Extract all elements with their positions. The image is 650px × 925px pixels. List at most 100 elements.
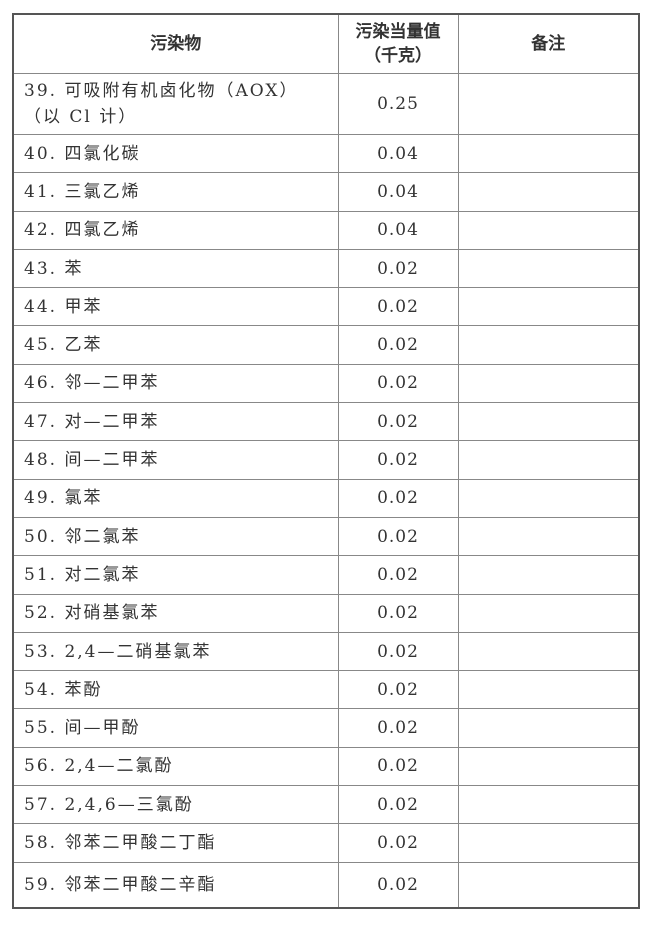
equivalent-value: 0.04 (337, 133, 459, 174)
table-row: 50. 邻二氯苯 0.02 (12, 516, 640, 557)
pollutant-name-text: 45. 乙苯 (24, 335, 103, 356)
remark-cell (457, 440, 640, 480)
pollutant-equivalent-table: 污染物 污染当量值 （千克） 备注 39. 可吸附有机卤化物（AOX） （以 Cl… (12, 13, 640, 910)
pollutant-name: 53. 2,4—二硝基氯苯 (12, 631, 339, 672)
pollutant-name: 56. 2,4—二氯酚 (12, 746, 339, 787)
equivalent-value: 0.02 (337, 516, 459, 557)
equivalent-value: 0.02 (337, 746, 459, 787)
table-row: 45. 乙苯 0.02 (12, 325, 640, 365)
table-row: 46. 邻—二甲苯 0.02 (12, 363, 640, 404)
pollutant-name-text: 50. 邻二氯苯 (24, 526, 141, 547)
table-row: 44. 甲苯 0.02 (12, 287, 640, 327)
pollutant-name: 49. 氯苯 (12, 478, 339, 518)
equivalent-value: 0.02 (337, 287, 459, 327)
pollutant-name-text: 46. 邻—二甲苯 (24, 373, 160, 394)
equivalent-value: 0.02 (337, 402, 459, 442)
pollutant-name: 47. 对—二甲苯 (12, 402, 339, 442)
remark-cell (457, 402, 640, 442)
pollutant-name: 57. 2,4,6—三氯酚 (12, 785, 339, 825)
pollutant-name-text: 41. 三氯乙烯 (24, 181, 141, 202)
remark-cell (457, 325, 640, 365)
table-row: 41. 三氯乙烯 0.04 (12, 172, 640, 212)
table-row: 54. 苯酚 0.02 (12, 670, 640, 710)
table-row: 59. 邻苯二甲酸二辛酯 0.02 (12, 861, 640, 909)
pollutant-name-text: 44. 甲苯 (24, 296, 103, 317)
table-row: 43. 苯 0.02 (12, 248, 640, 289)
pollutant-name: 44. 甲苯 (12, 287, 339, 327)
pollutant-name: 46. 邻—二甲苯 (12, 363, 339, 404)
remark-cell (457, 670, 640, 710)
header-pollutant: 污染物 (12, 13, 339, 74)
pollutant-name-text: 51. 对二氯苯 (24, 564, 141, 585)
table-row: 39. 可吸附有机卤化物（AOX） （以 Cl 计） 0.25 (12, 73, 640, 135)
pollutant-name-text: 39. 可吸附有机卤化物（AOX） (24, 81, 299, 101)
equivalent-value: 0.02 (337, 823, 459, 863)
pollutant-name-text: 42. 四氯乙烯 (24, 220, 141, 241)
pollutant-name-text: 48. 间—二甲苯 (24, 450, 160, 471)
header-equivalent-line1: 污染当量值 (355, 22, 441, 42)
pollutant-name: 48. 间—二甲苯 (12, 440, 339, 480)
remark-cell (457, 73, 640, 135)
pollutant-name-text: 43. 苯 (24, 258, 84, 279)
remark-cell (457, 516, 640, 557)
remark-cell (457, 363, 640, 404)
pollutant-name: 59. 邻苯二甲酸二辛酯 (12, 861, 339, 909)
pollutant-name: 39. 可吸附有机卤化物（AOX） （以 Cl 计） (12, 73, 339, 135)
remark-cell (457, 478, 640, 518)
table-row: 40. 四氯化碳 0.04 (12, 133, 640, 174)
pollutant-name-text: 54. 苯酚 (24, 679, 103, 700)
table-row: 48. 间—二甲苯 0.02 (12, 440, 640, 480)
table-row: 55. 间—甲酚 0.02 (12, 708, 640, 748)
remark-cell (457, 248, 640, 289)
pollutant-name-note: （以 Cl 计） (24, 107, 138, 127)
table-row: 57. 2,4,6—三氯酚 0.02 (12, 785, 640, 825)
header-remark: 备注 (457, 13, 640, 74)
equivalent-value: 0.02 (337, 593, 459, 633)
table-row: 58. 邻苯二甲酸二丁酯 0.02 (12, 823, 640, 863)
remark-cell (457, 746, 640, 787)
equivalent-value: 0.04 (337, 210, 459, 250)
pollutant-name-text: 53. 2,4—二硝基氯苯 (24, 641, 212, 662)
table-row: 52. 对硝基氯苯 0.02 (12, 593, 640, 633)
equivalent-value: 0.04 (337, 172, 459, 212)
equivalent-value: 0.02 (337, 670, 459, 710)
pollutant-name-text: 57. 2,4,6—三氯酚 (24, 794, 194, 815)
pollutant-name: 43. 苯 (12, 248, 339, 289)
pollutant-name-text: 56. 2,4—二氯酚 (24, 756, 174, 777)
equivalent-value: 0.02 (337, 861, 459, 909)
table-row: 53. 2,4—二硝基氯苯 0.02 (12, 631, 640, 672)
equivalent-value: 0.02 (337, 248, 459, 289)
pollutant-name: 58. 邻苯二甲酸二丁酯 (12, 823, 339, 863)
pollutant-name: 41. 三氯乙烯 (12, 172, 339, 212)
pollutant-name-text: 58. 邻苯二甲酸二丁酯 (24, 832, 217, 853)
remark-cell (457, 861, 640, 909)
pollutant-name-text: 55. 间—甲酚 (24, 718, 141, 739)
equivalent-value: 0.02 (337, 555, 459, 595)
remark-cell (457, 133, 640, 174)
pollutant-name: 50. 邻二氯苯 (12, 516, 339, 557)
remark-cell (457, 785, 640, 825)
remark-cell (457, 172, 640, 212)
equivalent-value: 0.02 (337, 363, 459, 404)
table-row: 56. 2,4—二氯酚 0.02 (12, 746, 640, 787)
remark-cell (457, 210, 640, 250)
pollutant-name-text: 52. 对硝基氯苯 (24, 603, 160, 624)
pollutant-name: 51. 对二氯苯 (12, 555, 339, 595)
remark-cell (457, 823, 640, 863)
pollutant-name-text: 49. 氯苯 (24, 488, 103, 509)
pollutant-name-text: 59. 邻苯二甲酸二辛酯 (24, 874, 217, 895)
remark-cell (457, 593, 640, 633)
equivalent-value: 0.02 (337, 325, 459, 365)
header-row: 污染物 污染当量值 （千克） 备注 (12, 13, 640, 74)
remark-cell (457, 287, 640, 327)
pollutant-name: 55. 间—甲酚 (12, 708, 339, 748)
remark-cell (457, 708, 640, 748)
table-row: 49. 氯苯 0.02 (12, 478, 640, 518)
table-row: 42. 四氯乙烯 0.04 (12, 210, 640, 250)
pollutant-name: 52. 对硝基氯苯 (12, 593, 339, 633)
equivalent-value: 0.02 (337, 708, 459, 748)
equivalent-value: 0.02 (337, 478, 459, 518)
remark-cell (457, 555, 640, 595)
pollutant-name-text: 47. 对—二甲苯 (24, 411, 160, 432)
pollutant-name: 45. 乙苯 (12, 325, 339, 365)
